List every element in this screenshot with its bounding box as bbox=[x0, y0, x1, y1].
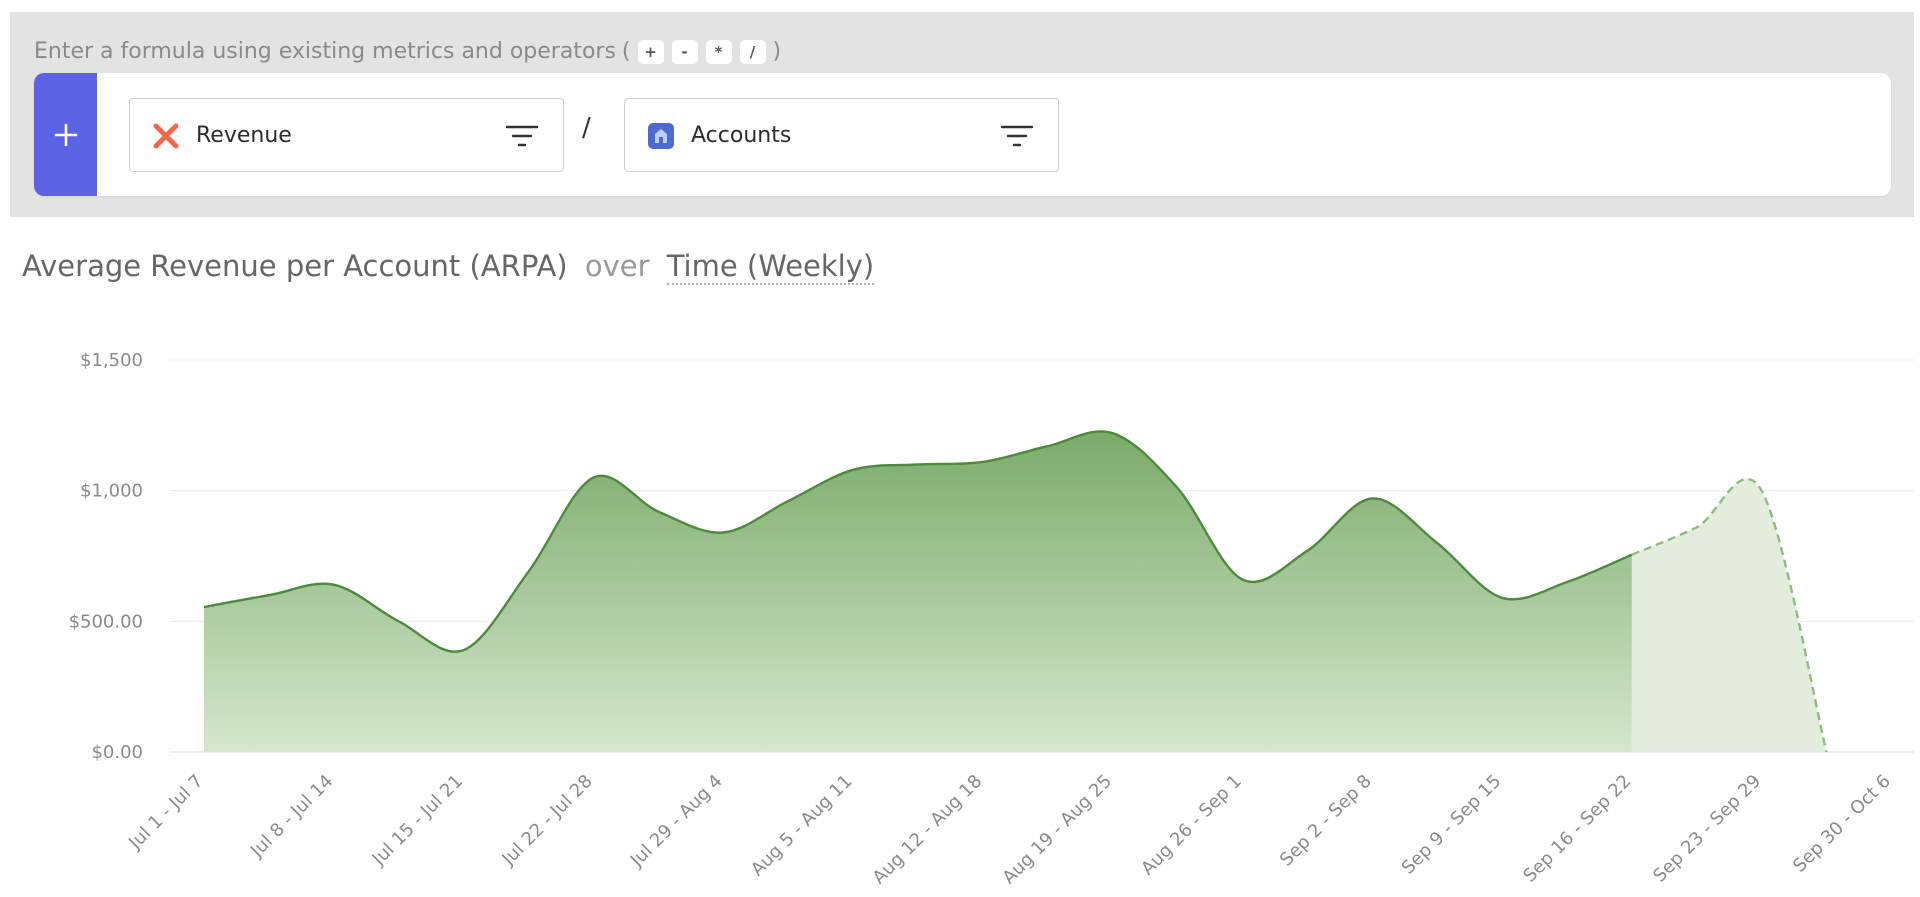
x-tick-label: Jul 8 - Jul 14 bbox=[246, 771, 337, 862]
forecast-line bbox=[1631, 477, 1828, 753]
x-tick-label: Sep 23 - Sep 29 bbox=[1649, 771, 1765, 887]
formula-operator: / bbox=[582, 113, 591, 143]
x-tick-label: Aug 12 - Aug 18 bbox=[869, 771, 987, 889]
x-tick-label: Aug 26 - Sep 1 bbox=[1137, 771, 1246, 880]
time-granularity-selector[interactable]: Time (Weekly) bbox=[666, 249, 875, 285]
metric-accounts[interactable]: Accounts bbox=[624, 98, 1059, 172]
close-paren: ) bbox=[772, 39, 782, 64]
x-tick-label: Aug 5 - Aug 11 bbox=[747, 771, 857, 881]
y-tick-label: $0.00 bbox=[91, 742, 143, 763]
metric-accounts-label: Accounts bbox=[691, 122, 792, 148]
x-tick-label: Jul 15 - Jul 21 bbox=[368, 771, 467, 870]
x-tick-label: Sep 9 - Sep 15 bbox=[1398, 771, 1506, 879]
operator-chip-multiply[interactable]: * bbox=[705, 39, 732, 64]
forecast-area bbox=[1631, 478, 1827, 752]
operator-chip-plus[interactable]: + bbox=[637, 39, 664, 64]
operator-chip-minus[interactable]: - bbox=[671, 39, 698, 64]
metric-revenue[interactable]: Revenue bbox=[129, 98, 564, 172]
series-line bbox=[203, 430, 1633, 653]
x-tick-label: Sep 2 - Sep 8 bbox=[1276, 771, 1376, 871]
y-tick-label: $1,500 bbox=[80, 350, 143, 371]
series-area bbox=[204, 431, 1632, 752]
accounts-icon bbox=[648, 123, 674, 149]
chart-title-metric: Average Revenue per Account (ARPA) bbox=[22, 249, 568, 283]
revenue-icon bbox=[153, 123, 179, 149]
open-paren: ( bbox=[621, 39, 631, 64]
x-tick-label: Jul 1 - Jul 7 bbox=[124, 771, 207, 854]
formula-hint: Enter a formula using existing metrics a… bbox=[34, 39, 781, 64]
operator-chip-divide[interactable]: / bbox=[739, 39, 766, 64]
y-tick-label: $1,000 bbox=[80, 481, 143, 502]
x-tick-label: Aug 19 - Aug 25 bbox=[998, 771, 1116, 889]
filter-icon[interactable] bbox=[505, 123, 539, 149]
x-tick-label: Sep 30 - Oct 6 bbox=[1789, 771, 1895, 877]
chart-title-connector: over bbox=[584, 249, 650, 283]
filter-icon[interactable] bbox=[1000, 123, 1034, 149]
formula-bar: Revenue / Accounts bbox=[34, 73, 1891, 196]
plus-icon bbox=[54, 123, 77, 146]
x-tick-label: Jul 29 - Aug 4 bbox=[626, 771, 727, 872]
x-tick-label: Jul 22 - Jul 28 bbox=[497, 771, 596, 870]
formula-hint-text: Enter a formula using existing metrics a… bbox=[34, 39, 616, 64]
formula-panel: Enter a formula using existing metrics a… bbox=[10, 12, 1914, 217]
metric-revenue-label: Revenue bbox=[196, 122, 292, 148]
add-metric-button[interactable] bbox=[34, 73, 97, 196]
x-tick-label: Sep 16 - Sep 22 bbox=[1519, 771, 1635, 887]
chart-title: Average Revenue per Account (ARPA) over … bbox=[22, 249, 875, 285]
y-tick-label: $500.00 bbox=[69, 611, 143, 632]
